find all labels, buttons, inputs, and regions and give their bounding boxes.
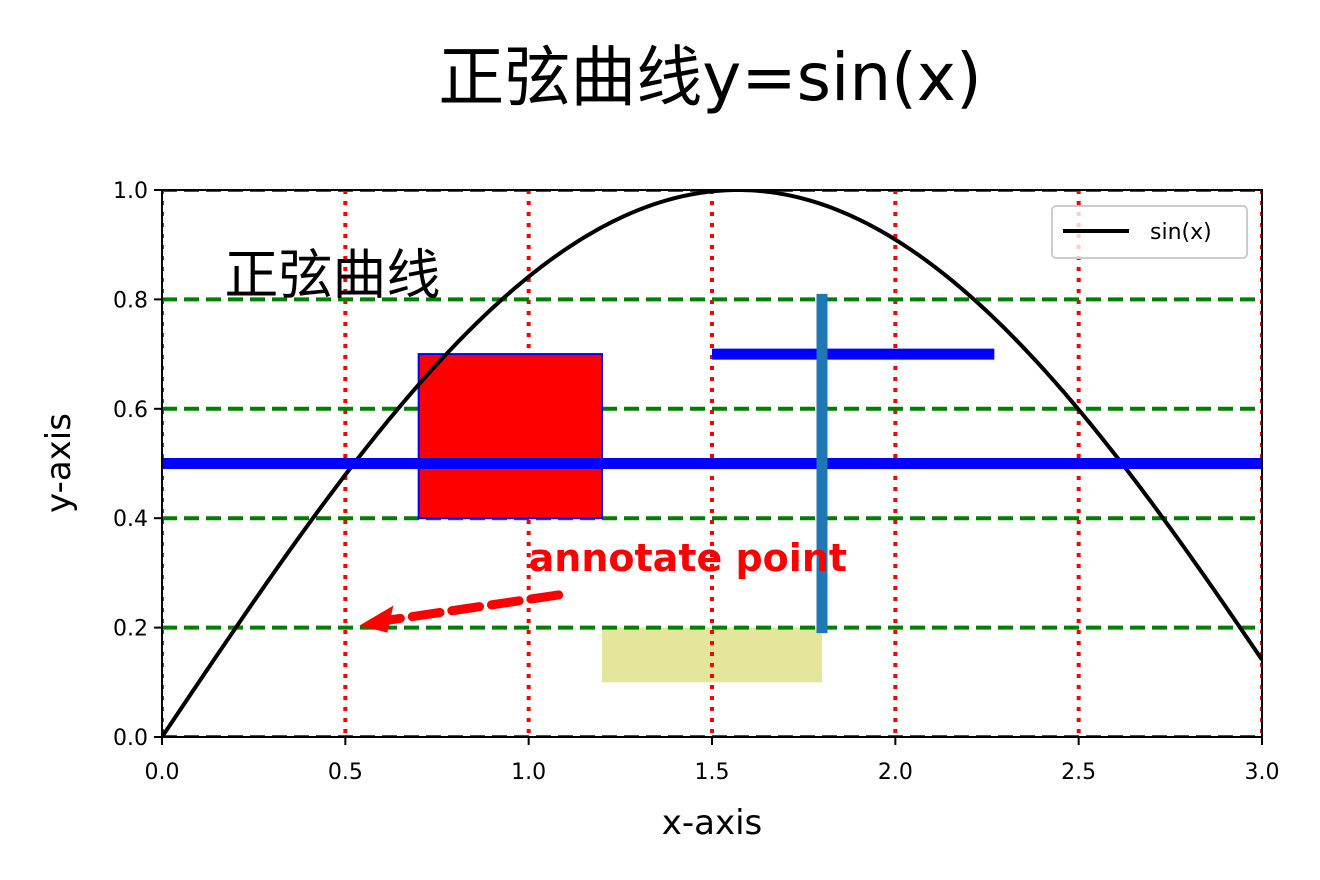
y-tick-label-5: 1.0 [113, 179, 148, 204]
x-axis-title: x-axis [662, 803, 763, 843]
x-tick-label-4: 2.0 [878, 760, 913, 785]
x-tick-label-1: 0.5 [328, 760, 363, 785]
in-plot-text: 正弦曲线 [224, 243, 440, 306]
annotation-arrow-shaft [380, 590, 564, 626]
x-tick-label-3: 1.5 [695, 760, 730, 785]
y-tick-label-0: 0.0 [113, 726, 148, 751]
x-tick-label-5: 2.5 [1061, 760, 1096, 785]
sin-curve-line [162, 190, 1262, 737]
x-tick-label-2: 1.0 [511, 760, 546, 785]
annotation-text: annotate point [529, 536, 847, 580]
x-tick-label-0: 0.0 [145, 760, 180, 785]
x-tick-label-6: 3.0 [1245, 760, 1280, 785]
plot-area [162, 190, 1262, 737]
y-tick-label-3: 0.6 [113, 398, 148, 423]
y-axis-title: y-axis [39, 413, 79, 513]
annotation-arrow-head [359, 605, 394, 633]
y-tick-label-1: 0.2 [113, 617, 148, 642]
y-tick-label-4: 0.8 [113, 288, 148, 313]
legend-box [1051, 205, 1248, 259]
legend-label-sin: sin(x) [1150, 220, 1212, 245]
red-rectangle [417, 353, 603, 520]
y-tick-label-2: 0.4 [113, 507, 148, 532]
chart-title: 正弦曲线y=sin(x) [438, 39, 981, 116]
